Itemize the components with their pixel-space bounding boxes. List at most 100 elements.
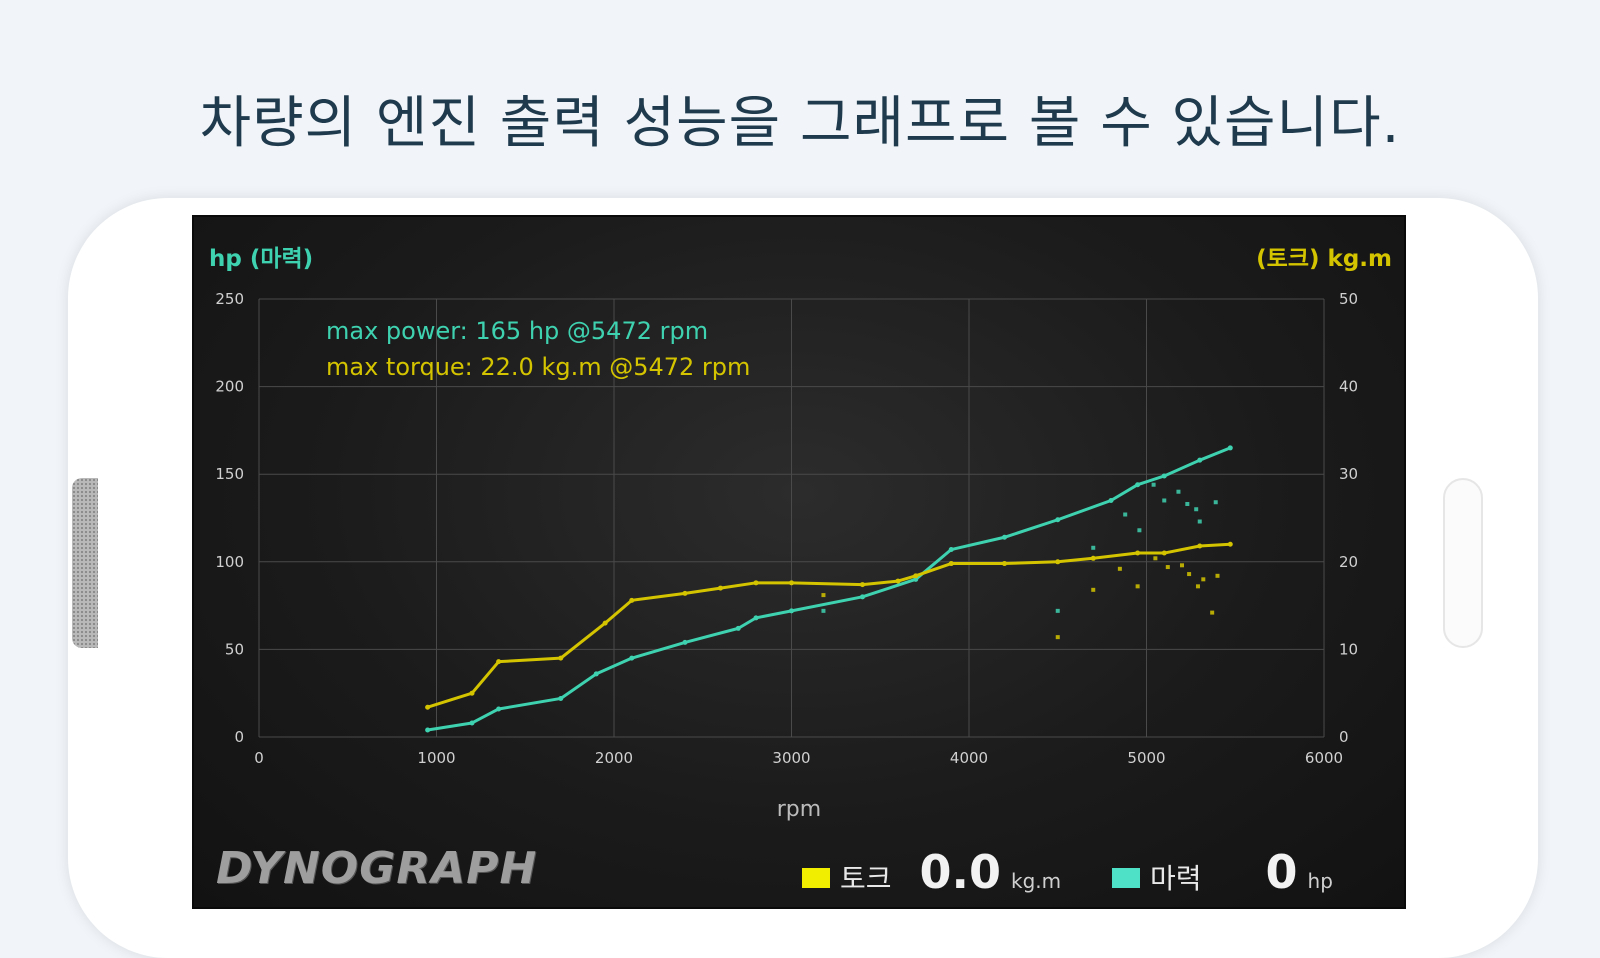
torque-sample-dot (1091, 587, 1096, 592)
y-right-tick-label: 50 (1339, 290, 1358, 308)
torque-point (496, 659, 502, 665)
right-axis-title: (토크) kg.m (1256, 246, 1392, 272)
power-sample-dot (1194, 507, 1199, 512)
torque-sample-dot (1117, 566, 1122, 571)
y-right-tick-label: 20 (1339, 553, 1358, 571)
x-tick-label: 6000 (1305, 749, 1343, 767)
y-left-tick-label: 200 (215, 378, 244, 396)
torque-point (629, 597, 635, 603)
max-torque-annotation: max torque: 22.0 kg.m @5472 rpm (326, 353, 750, 381)
x-tick-label: 4000 (950, 749, 988, 767)
power-sample-dot (1197, 519, 1202, 524)
power-point (496, 706, 502, 712)
torque-point (425, 704, 431, 710)
power-point (789, 608, 794, 614)
torque-point (718, 585, 723, 591)
torque-sample-dot (1210, 610, 1215, 615)
power-point (682, 639, 688, 645)
torque-point (1161, 550, 1167, 556)
torque-legend-swatch (802, 868, 830, 888)
headline: 차량의 엔진 출력 성능을 그래프로 볼 수 있습니다. (199, 91, 1401, 156)
torque-point (913, 573, 919, 579)
power-point (469, 720, 475, 726)
y-left-tick-label: 100 (215, 553, 244, 571)
power-point (913, 576, 919, 582)
torque-point (558, 655, 564, 661)
torque-sample-dot (1153, 556, 1158, 561)
torque-point (602, 620, 608, 626)
power-unit: hp (1307, 869, 1333, 893)
power-point (1108, 497, 1114, 503)
torque-point (1135, 550, 1141, 556)
max-power-annotation: max power: 165 hp @5472 rpm (326, 317, 708, 345)
torque-point (789, 580, 794, 586)
torque-sample-dot (1055, 635, 1060, 640)
home-button[interactable] (1443, 478, 1483, 648)
y-right-tick-label: 10 (1339, 640, 1358, 658)
power-point (948, 547, 954, 553)
app-screen: hp (마력) (토크) kg.m 0 1000 2000 3000 4000 5000 6… (192, 215, 1406, 909)
x-tick-label: 5000 (1127, 749, 1165, 767)
torque-point (860, 582, 865, 588)
torque-sample-dot (1180, 563, 1184, 568)
power-point (753, 615, 759, 621)
torque-point (1090, 555, 1096, 561)
torque-sample-dot (821, 593, 826, 598)
y-left-tick-label: 250 (215, 290, 244, 308)
x-axis-title: rpm (776, 797, 822, 822)
torque-point (1197, 543, 1203, 549)
power-point (558, 695, 564, 701)
torque-sample-dot (1187, 572, 1192, 577)
torque-point (1055, 559, 1061, 565)
power-readout: 마력 0 hp (1112, 845, 1333, 899)
power-series-line (427, 446, 1231, 732)
x-tick-label: 3000 (772, 749, 810, 767)
torque-point (682, 590, 688, 596)
torque-sample-dot (1195, 584, 1200, 589)
x-tick-label: 2000 (595, 749, 633, 767)
dyno-chart: 0 1000 2000 3000 4000 5000 6000050100150200250… (215, 290, 1358, 767)
y-right-tick-label: 0 (1339, 728, 1349, 746)
speaker-grille (72, 478, 98, 648)
power-legend-label: 마력 (1150, 862, 1202, 895)
torque-point (1227, 541, 1233, 547)
torque-point (753, 580, 759, 586)
y-right-tick-label: 30 (1339, 465, 1358, 483)
power-point (1055, 517, 1061, 523)
torque-point (1002, 561, 1007, 567)
power-value: 0 (1265, 845, 1298, 899)
power-point (735, 625, 741, 631)
torque-sample-dot (1215, 573, 1220, 578)
power-legend-swatch (1112, 868, 1140, 888)
power-point (1197, 457, 1203, 463)
y-right-tick-label: 40 (1339, 378, 1358, 396)
torque-value: 0.0 (919, 845, 1002, 899)
torque-point (895, 578, 901, 584)
power-sample-dot (1176, 489, 1181, 494)
torque-readout: 토크 0.0 kg.m (802, 845, 1061, 899)
power-point (1002, 534, 1007, 540)
left-axis-title: hp (마력) (209, 246, 314, 272)
torque-series-line (427, 542, 1231, 709)
power-point (860, 594, 865, 600)
torque-sample-dot (1135, 584, 1140, 589)
power-point (425, 727, 431, 733)
power-sample-dot (1123, 512, 1128, 517)
power-sample-dot (1185, 501, 1190, 506)
power-point (1135, 482, 1141, 488)
power-sample-dot (1151, 482, 1156, 487)
x-tick-label: 0 (254, 749, 264, 767)
power-sample-dot (1137, 528, 1142, 533)
torque-point (469, 690, 475, 696)
torque-unit: kg.m (1011, 869, 1062, 893)
y-left-tick-label: 0 (234, 728, 244, 746)
torque-point (948, 561, 954, 567)
power-sample-dot (821, 608, 826, 613)
torque-sample-dot (1165, 565, 1170, 570)
power-point (629, 655, 635, 661)
torque-sample-dot (1201, 577, 1206, 582)
dynograph-logo: DYNOGRAPH (216, 843, 538, 894)
power-sample-dot (1055, 608, 1060, 613)
power-point (1161, 473, 1167, 479)
power-sample-dot (1091, 545, 1096, 550)
